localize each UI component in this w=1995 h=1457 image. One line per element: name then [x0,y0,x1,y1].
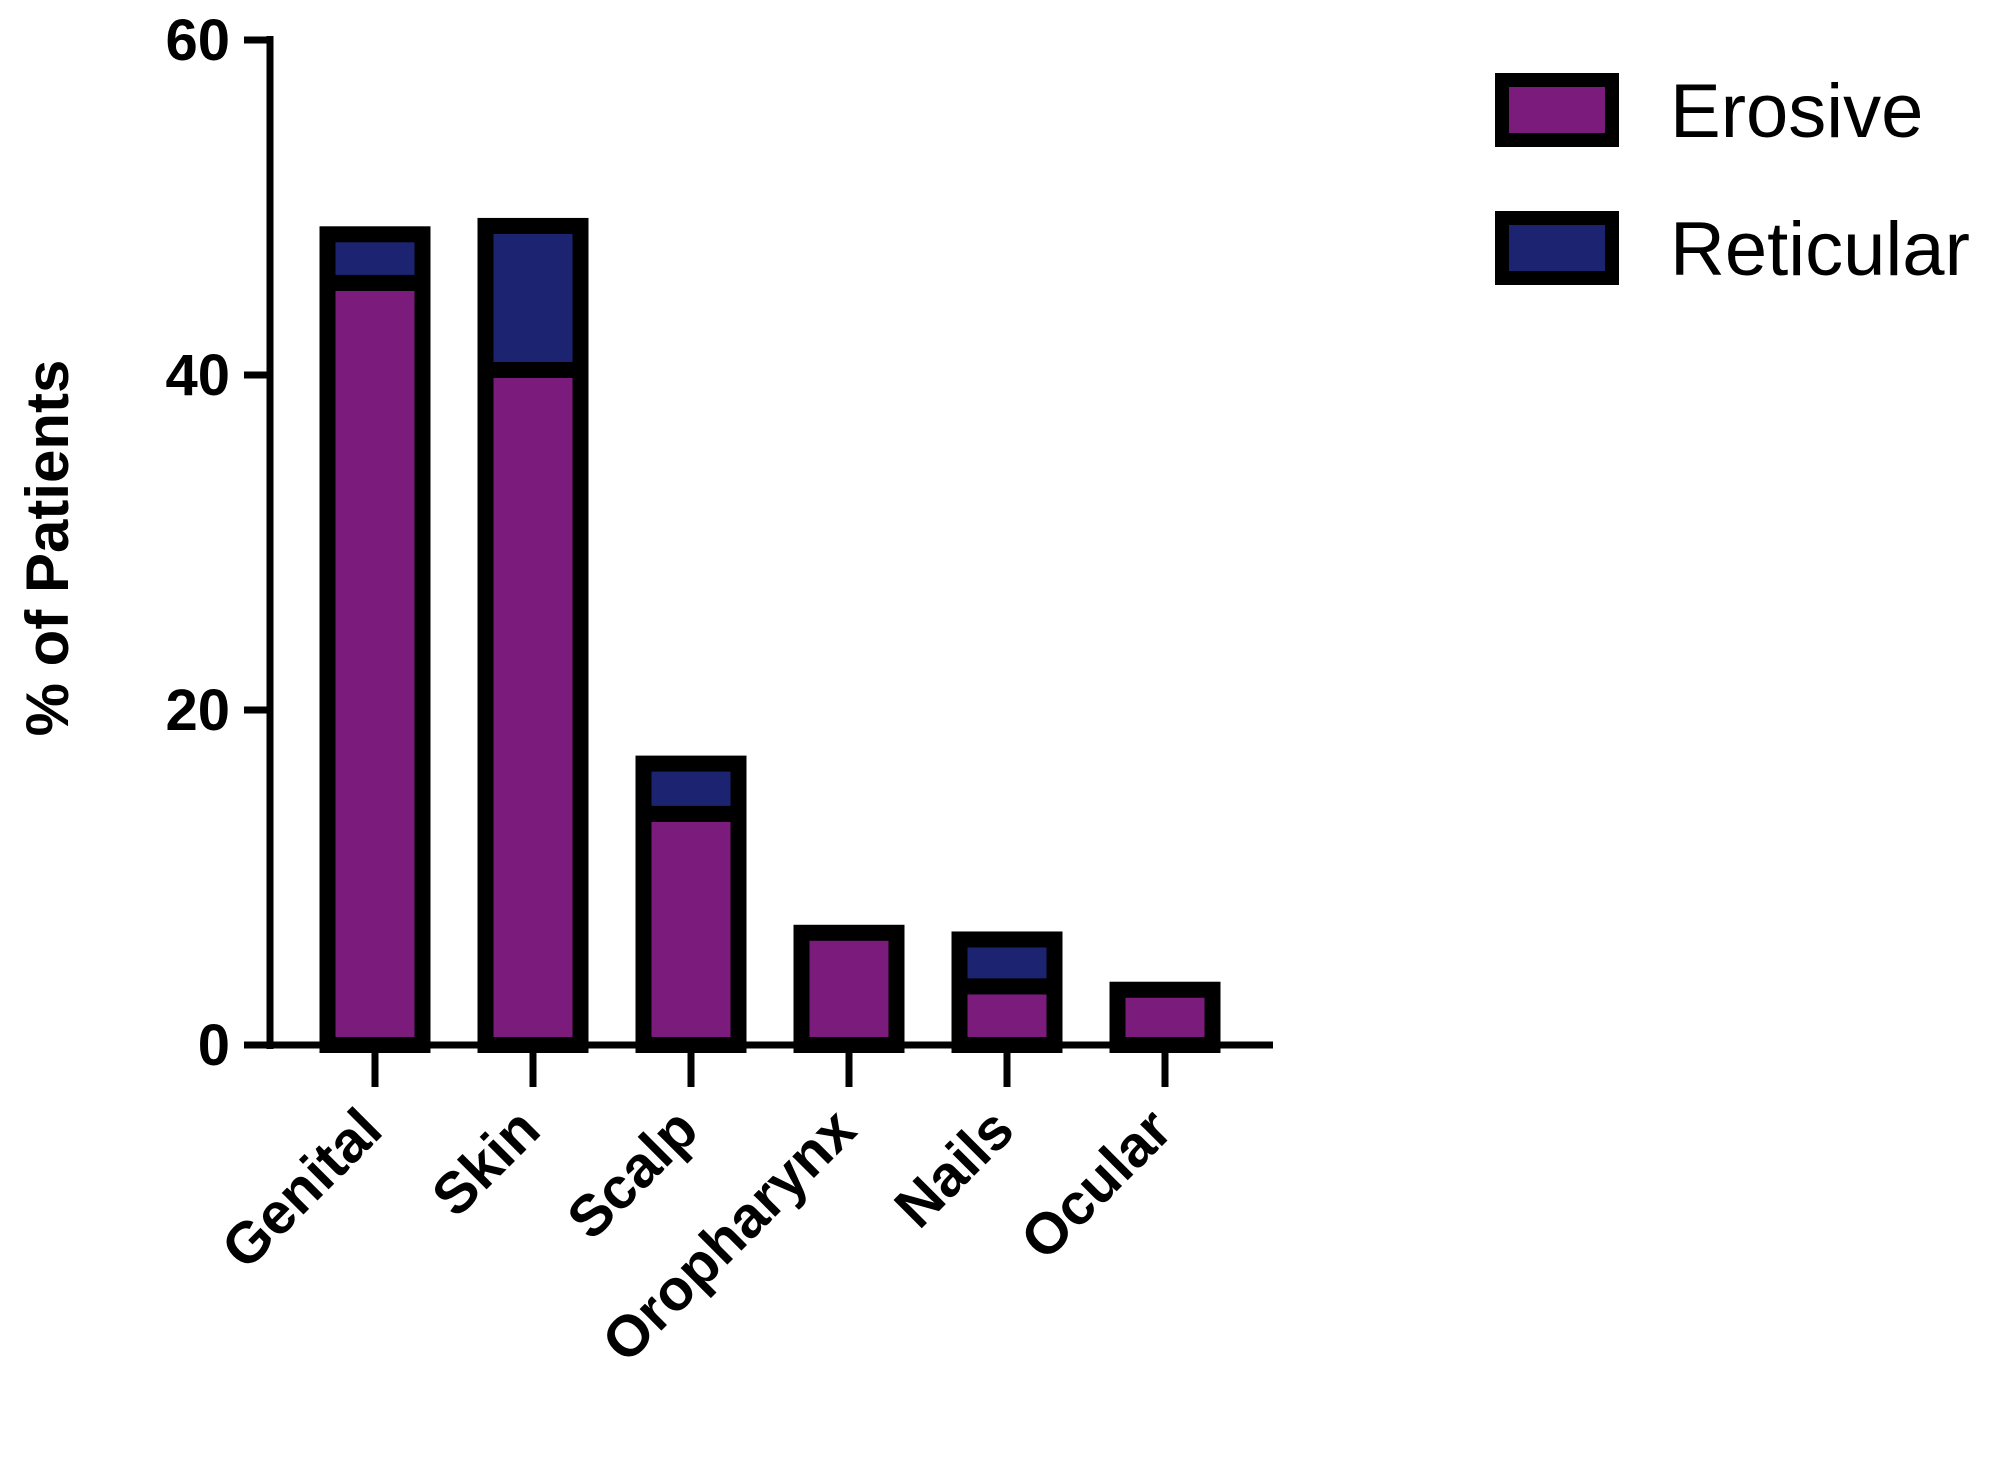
bar-genital-erosive [319,274,431,1053]
legend-label-erosive: Erosive [1670,69,1923,154]
bar-genital-reticular [319,226,431,291]
y-tick-label-0: 0 [198,1013,230,1078]
bar-skin-reticular [477,217,589,378]
legend: Erosive Reticular [1495,69,1970,292]
legend-label-reticular: Reticular [1670,207,1970,292]
legend-swatch-erosive [1495,73,1619,147]
x-tick-label-skin: Skin [420,1096,553,1229]
bar-scalp-reticular [635,755,747,822]
y-tick-label-60: 60 [165,8,230,73]
bar-oropharynx-erosive [793,924,905,1054]
bar-ocular-erosive [1109,981,1221,1053]
x-tick-label-ocular: Ocular [1008,1096,1184,1272]
y-tick-label-20: 20 [165,678,230,743]
x-tick-label-scalp: Scalp [555,1096,710,1251]
y-axis: 0 20 40 60 [165,8,274,1078]
legend-swatch-reticular [1495,211,1619,285]
x-tick-label-genital: Genital [209,1096,394,1281]
y-axis-title: % of Patients [14,360,81,737]
bar-scalp-erosive [635,805,747,1053]
bar-nails-reticular [951,931,1063,995]
x-tick-label-nails: Nails [882,1096,1026,1240]
bar-skin-erosive [477,361,589,1054]
y-tick-label-40: 40 [165,343,230,408]
plot-area [319,217,1221,1054]
bar-nails-erosive [951,978,1063,1053]
